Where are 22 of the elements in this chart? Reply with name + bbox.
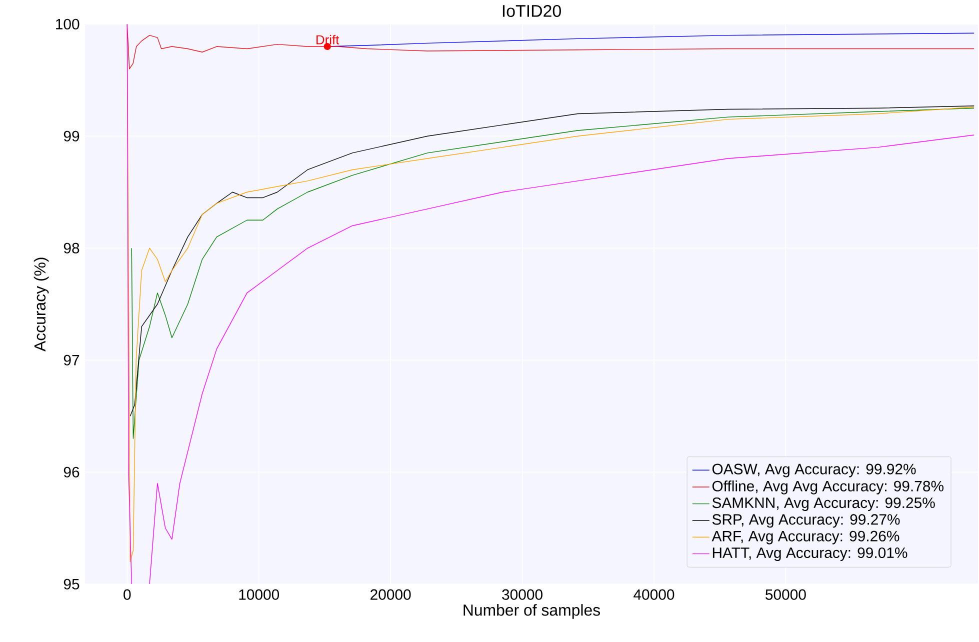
y-tick-label: 96 <box>64 466 80 478</box>
y-tick-label: 99 <box>64 130 80 142</box>
legend-label: Offline, Avg Avg Accuracy: 99.78% <box>712 480 944 494</box>
x-tick-label: 20000 <box>370 589 411 600</box>
legend-label: SRP, Avg Accuracy: 99.27% <box>712 514 900 528</box>
x-tick-label: 40000 <box>634 589 674 600</box>
y-axis-title: Accuracy (%) <box>34 258 49 352</box>
chart-title: IoTID20 <box>502 4 561 17</box>
legend-label: ARF, Avg Accuracy: 99.26% <box>712 530 900 544</box>
annotation: Drift <box>316 34 340 44</box>
y-tick-label: 98 <box>64 242 80 254</box>
y-tick-label: 100 <box>56 18 80 30</box>
legend-label: SAMKNN, Avg Accuracy: 99.25% <box>712 497 935 511</box>
x-tick-label: 10000 <box>239 589 280 600</box>
x-tick-label: 0 <box>124 589 131 600</box>
x-tick-label: 30000 <box>502 589 542 600</box>
legend-label: HATT, Avg Accuracy: 99.01% <box>712 547 908 561</box>
y-tick-label: 95 <box>64 578 80 590</box>
legend-label: OASW, Avg Accuracy: 99.92% <box>712 464 916 478</box>
x-axis-title: Number of samples <box>464 604 600 619</box>
y-tick-label: 97 <box>64 354 80 366</box>
x-tick-label: 50000 <box>766 589 806 600</box>
